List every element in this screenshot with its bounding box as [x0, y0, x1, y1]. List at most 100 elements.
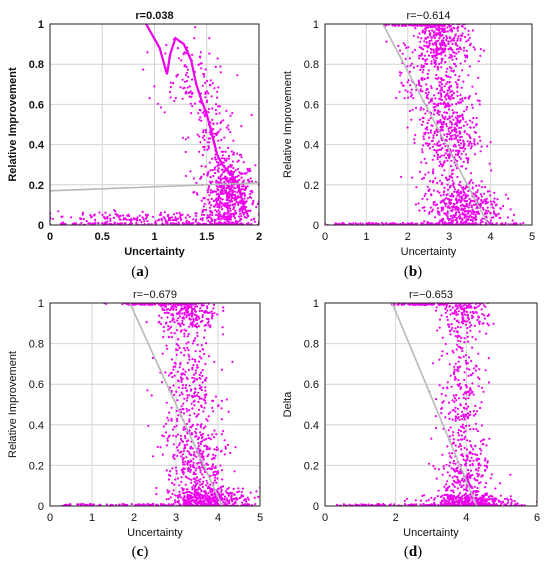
data-point: [169, 90, 172, 94]
data-point: [400, 175, 403, 178]
data-point: [226, 195, 229, 198]
data-point: [429, 117, 432, 120]
data-point: [228, 492, 231, 495]
data-point: [449, 333, 452, 336]
data-point: [173, 99, 176, 103]
data-point: [231, 360, 234, 363]
data-point: [200, 357, 203, 360]
data-point: [190, 481, 193, 484]
y-tick-label: 0: [313, 220, 319, 232]
data-point: [471, 121, 474, 124]
data-point: [439, 92, 442, 95]
data-point: [425, 37, 428, 40]
data-point: [194, 485, 197, 488]
data-point: [465, 108, 468, 111]
data-point: [173, 321, 176, 324]
data-point: [192, 457, 195, 460]
data-point: [482, 49, 485, 52]
data-point: [204, 363, 207, 366]
data-point: [472, 200, 475, 203]
data-point: [463, 313, 467, 316]
data-point: [193, 451, 196, 454]
data-point: [183, 434, 186, 438]
data-point: [215, 112, 218, 115]
data-point: [130, 503, 133, 506]
data-point: [437, 468, 440, 471]
data-point: [205, 479, 208, 482]
data-point: [241, 487, 245, 490]
data-point: [201, 219, 204, 222]
data-point: [211, 169, 214, 172]
data-point: [198, 309, 201, 312]
data-point: [173, 332, 176, 335]
data-point: [227, 128, 230, 131]
data-point: [475, 184, 478, 187]
data-point: [463, 210, 466, 213]
data-point: [460, 434, 463, 437]
data-point: [213, 466, 216, 469]
data-point: [449, 203, 452, 206]
data-point: [221, 190, 224, 193]
data-point: [444, 30, 447, 33]
data-point: [101, 213, 104, 216]
data-point: [480, 145, 483, 148]
data-point: [218, 146, 221, 149]
data-point: [429, 131, 432, 134]
data-point: [466, 54, 469, 57]
data-point: [219, 191, 222, 194]
y-tick-label: 0.6: [304, 99, 319, 111]
data-point: [422, 176, 426, 179]
data-point: [427, 144, 430, 147]
data-point: [433, 65, 436, 68]
data-point: [170, 417, 173, 420]
data-point: [448, 137, 451, 141]
data-point: [206, 305, 209, 308]
data-point: [116, 214, 119, 217]
data-point: [484, 305, 487, 308]
axes-frame: [49, 23, 260, 226]
data-point: [440, 200, 443, 203]
data-point: [436, 181, 439, 185]
data-point: [225, 159, 228, 162]
data-point: [465, 156, 468, 160]
data-point: [457, 439, 460, 442]
data-point: [182, 428, 185, 431]
data-point: [464, 147, 467, 150]
data-point: [217, 176, 220, 179]
data-point: [198, 222, 201, 225]
data-point: [196, 462, 199, 465]
data-point: [199, 109, 202, 112]
data-point: [242, 161, 245, 164]
data-point: [469, 311, 472, 314]
data-point: [211, 211, 214, 214]
data-point: [90, 216, 93, 219]
data-point: [456, 29, 459, 32]
data-point: [470, 145, 473, 148]
data-point: [441, 114, 444, 117]
data-point: [220, 490, 223, 493]
data-point: [435, 87, 439, 90]
data-point: [220, 399, 223, 402]
data-point: [426, 76, 429, 79]
data-point: [198, 118, 201, 121]
data-point: [454, 415, 457, 418]
data-point: [236, 202, 240, 205]
data-point: [184, 74, 187, 77]
data-point: [128, 214, 131, 218]
data-point: [439, 163, 443, 166]
data-point: [456, 313, 459, 316]
data-point: [146, 220, 149, 223]
data-point: [468, 325, 471, 328]
data-point: [208, 194, 211, 197]
data-point: [220, 469, 223, 472]
data-point: [164, 305, 167, 308]
data-point: [230, 494, 233, 498]
data-point: [436, 78, 439, 81]
data-point: [193, 339, 196, 342]
data-point: [229, 199, 232, 202]
data-point: [184, 64, 187, 67]
data-point: [467, 222, 470, 225]
data-point: [454, 206, 457, 209]
data-point: [374, 222, 378, 225]
data-point: [471, 346, 474, 349]
